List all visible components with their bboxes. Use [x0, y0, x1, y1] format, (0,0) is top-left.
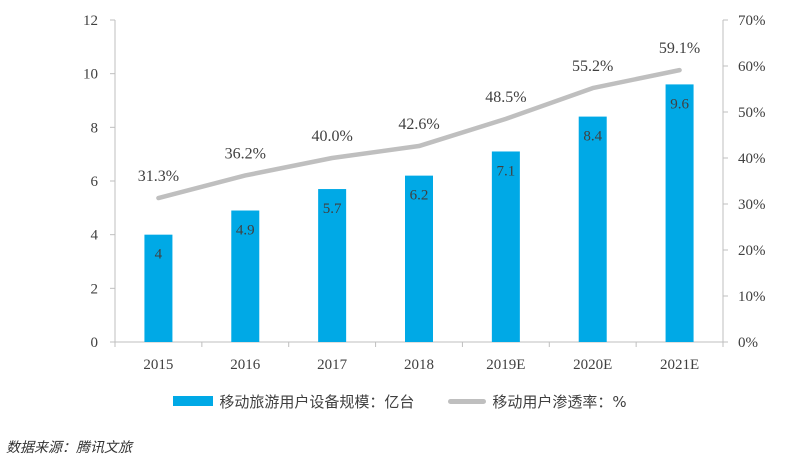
bar-value-label: 5.7	[323, 201, 342, 217]
bar-value-label: 8.4	[583, 129, 602, 145]
legend-label-bar: 移动旅游用户设备规模：亿台	[219, 392, 415, 411]
x-tick-label: 2018	[404, 357, 434, 373]
bar	[578, 116, 607, 342]
line-value-label: 40.0%	[311, 128, 352, 145]
bar	[491, 151, 520, 342]
left-tick-label: 12	[83, 13, 98, 29]
bar	[405, 175, 433, 342]
legend-swatch-bar	[173, 396, 214, 406]
bar-value-label: 4.9	[236, 223, 255, 239]
bar-value-label: 4	[155, 247, 163, 263]
left-tick-label: 0	[91, 335, 99, 351]
line-value-label: 55.2%	[572, 58, 613, 75]
bar	[318, 189, 347, 342]
bar-value-label: 7.1	[496, 163, 515, 179]
legend-swatch-line	[448, 398, 487, 404]
right-tick-label: 30%	[738, 197, 766, 213]
bar-series	[144, 84, 694, 343]
x-tick-label: 2020E	[573, 357, 612, 373]
line-value-label: 42.6%	[398, 116, 439, 133]
penetration-line	[156, 67, 682, 201]
right-tick-label: 20%	[738, 243, 766, 259]
right-tick-label: 40%	[738, 151, 766, 167]
x-tick-label: 2016	[230, 357, 261, 373]
left-tick-label: 6	[91, 174, 99, 190]
bar	[665, 84, 694, 343]
line-value-label: 59.1%	[659, 40, 700, 57]
legend-label-line: 移动用户渗透率：%	[492, 392, 627, 411]
line-value-label: 31.3%	[138, 168, 179, 185]
right-tick-label: 10%	[738, 289, 766, 305]
line-value-label: 36.2%	[225, 145, 266, 162]
legend-item-line: 移动用户渗透率：%	[448, 391, 627, 412]
right-tick-label: 50%	[738, 105, 766, 121]
right-tick-label: 60%	[738, 59, 766, 75]
right-tick-label: 0%	[738, 335, 758, 351]
x-tick-label: 2017	[317, 357, 348, 373]
x-tick-label: 2015	[143, 357, 173, 373]
right-tick-label: 70%	[738, 13, 766, 29]
bar	[144, 234, 173, 342]
bar-value-label: 9.6	[670, 96, 689, 112]
data-labels: 4 4.9 5.7 6.2 7.1 8.4 9.6 31.3% 36.2% 40.0% 42.6% 4…	[138, 40, 700, 263]
bar-value-label: 6.2	[410, 188, 429, 204]
left-tick-label: 4	[91, 228, 99, 244]
x-tick-label: 2021E	[660, 357, 699, 373]
left-tick-label: 8	[91, 120, 99, 136]
legend: 移动旅游用户设备规模：亿台 移动用户渗透率：%	[0, 388, 800, 414]
source-note: 数据来源：腾讯文旅	[6, 440, 132, 456]
left-tick-label: 10	[83, 67, 98, 83]
left-tick-label: 2	[91, 281, 99, 297]
bar	[231, 210, 260, 342]
x-tick-label: 2019E	[486, 357, 525, 373]
chart-axes: 0 2 4 6 8 10 12 0% 10% 20% 30% 40% 50% 60% 70% 2015 2016…	[83, 13, 766, 373]
line-series	[156, 67, 682, 201]
legend-item-bar: 移动旅游用户设备规模：亿台	[173, 391, 414, 412]
line-value-label: 48.5%	[485, 89, 526, 106]
